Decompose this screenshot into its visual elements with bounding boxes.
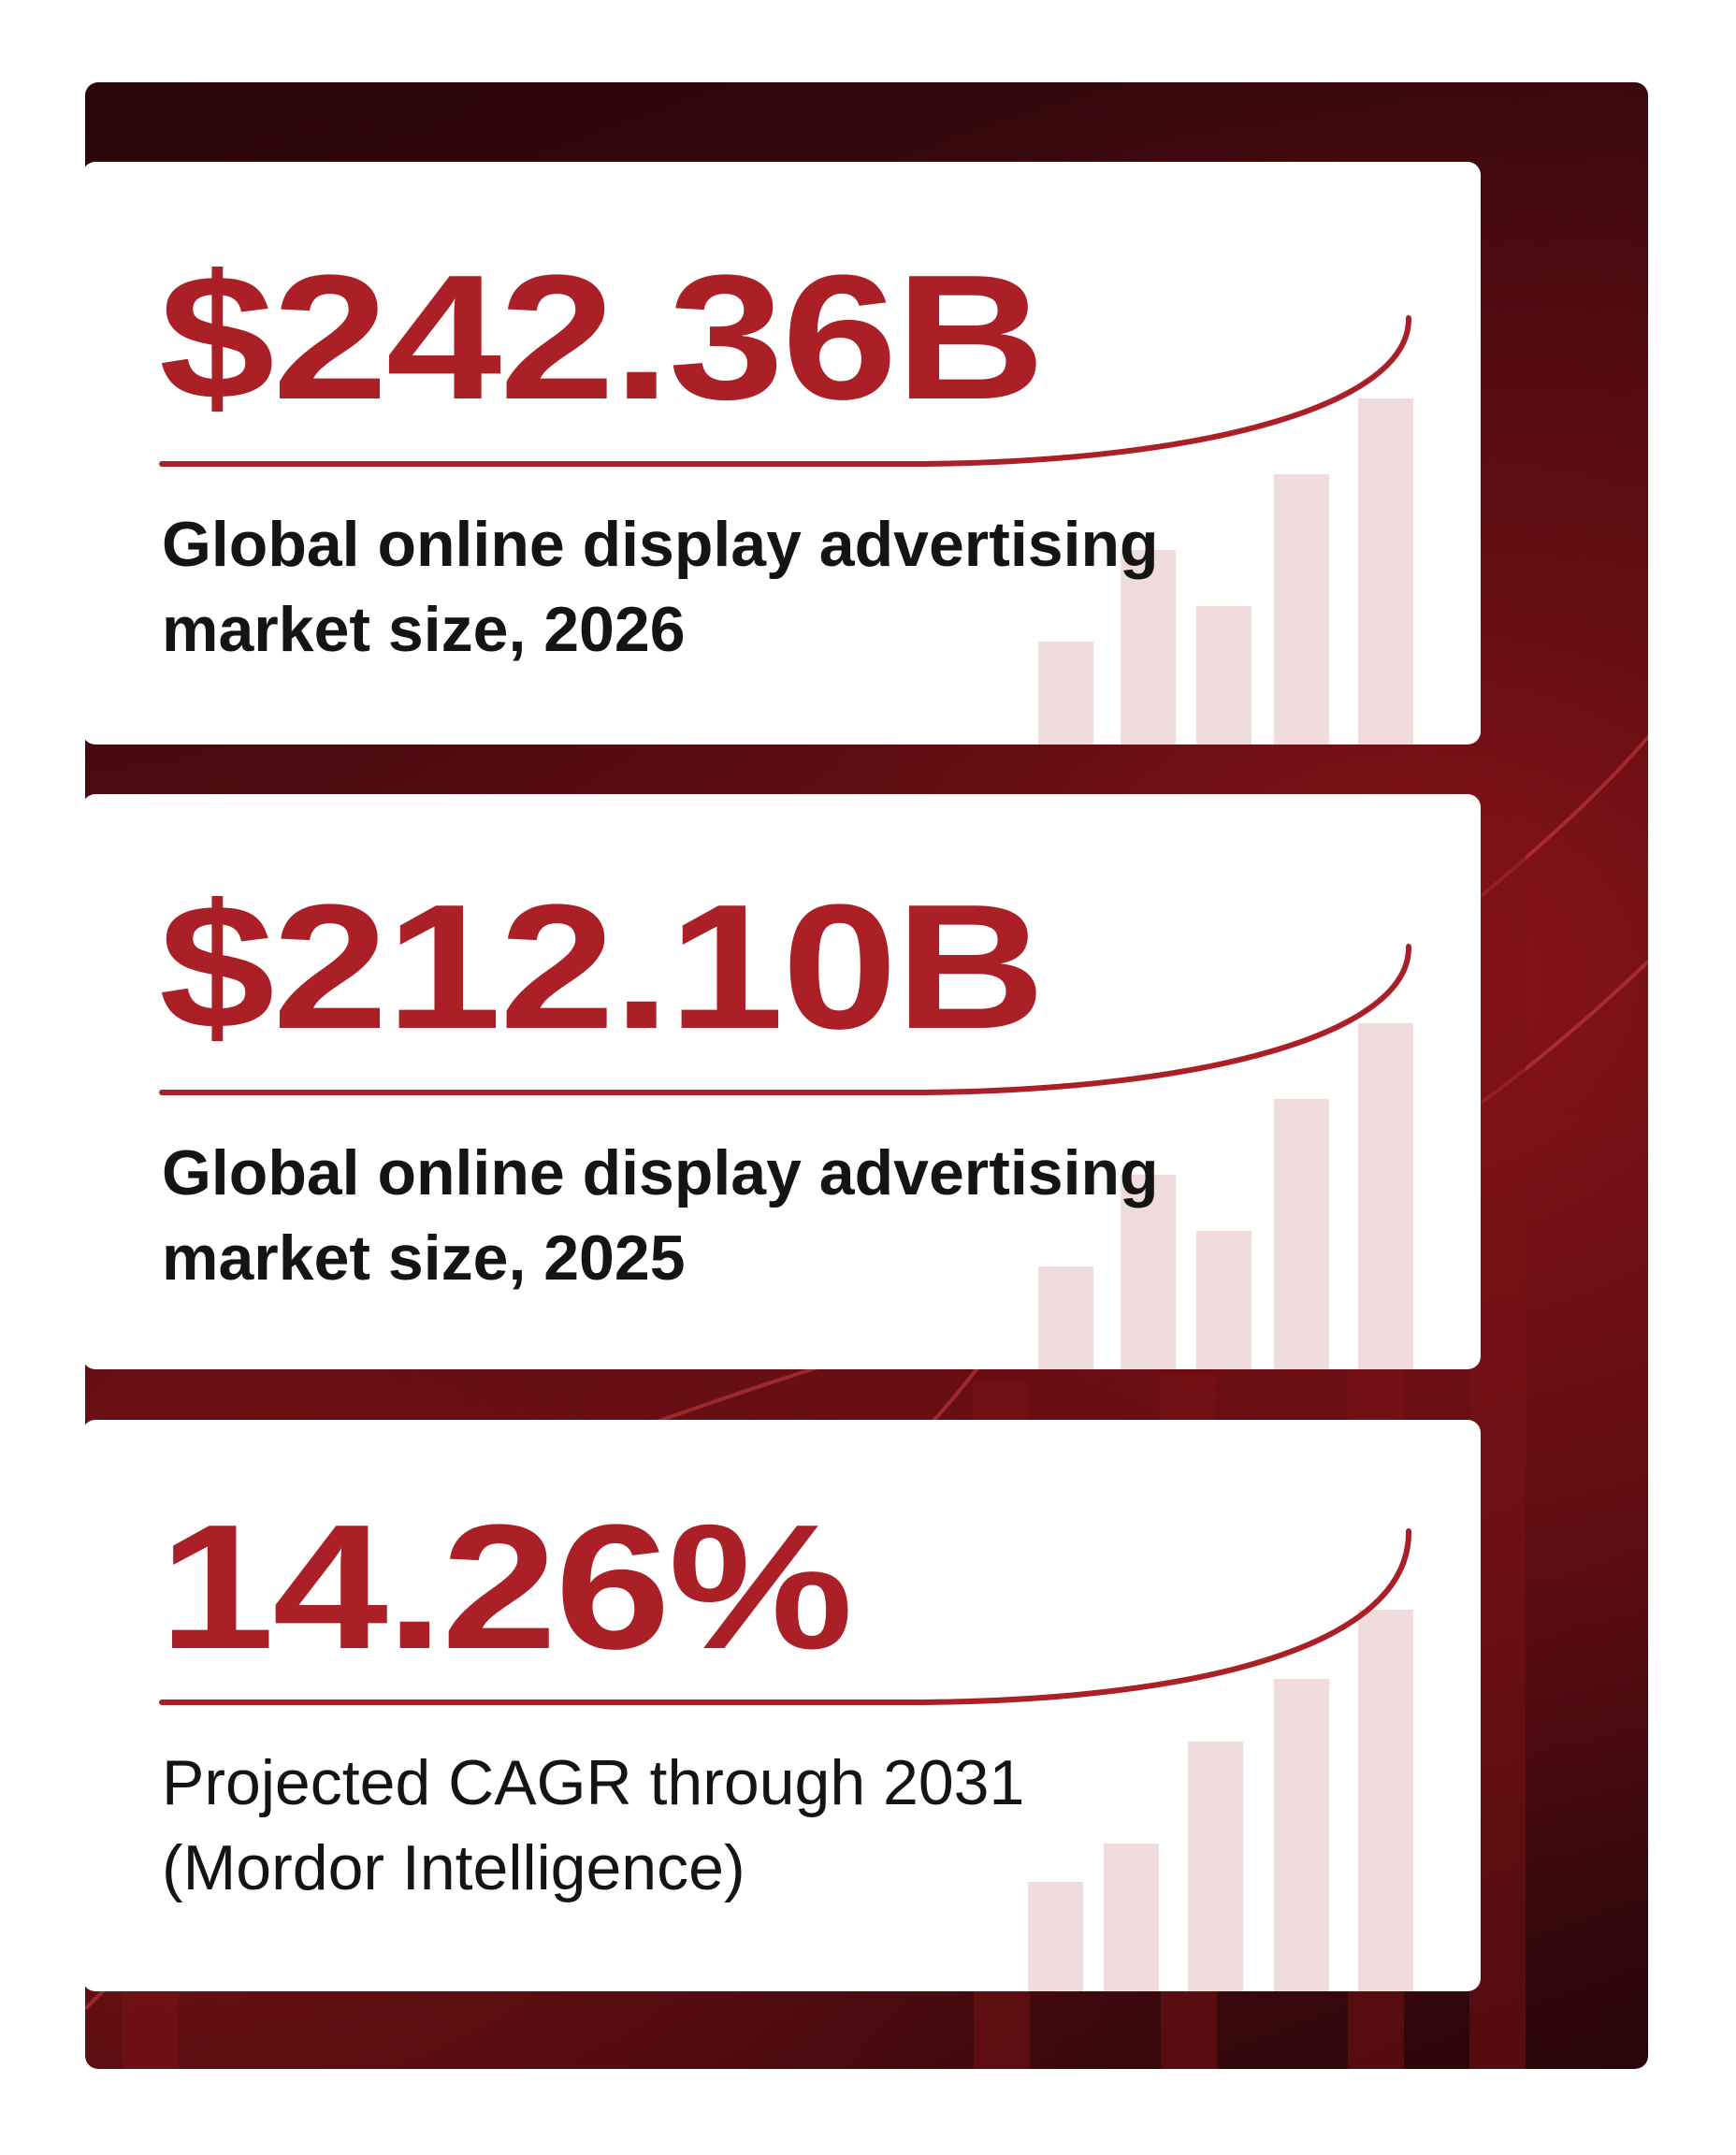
stat-value: $242.36B — [159, 239, 1046, 437]
card-decoration — [159, 315, 1413, 745]
stat-card: $212.10B Global online display advertisi… — [82, 794, 1481, 1369]
description-line: market size, 2026 — [162, 594, 686, 665]
description-line: market size, 2025 — [162, 1222, 686, 1294]
description-line: (Mordor Intelligence) — [162, 1832, 745, 1903]
description-line: Global online display advertising — [162, 509, 1159, 580]
description-line: Projected CAGR through 2031 — [162, 1747, 1025, 1818]
card-decoration — [159, 1528, 1413, 1991]
stat-description: Global online display advertising market… — [162, 1131, 1159, 1301]
stat-card: 14.26% Projected CAGR through 2031 (Mord… — [82, 1420, 1481, 1991]
stat-value: $212.10B — [159, 868, 1046, 1066]
stat-card: $242.36B Global online display advertisi… — [82, 162, 1481, 745]
stat-description: Projected CAGR through 2031 (Mordor Inte… — [162, 1741, 1024, 1911]
stat-value: 14.26% — [159, 1488, 853, 1686]
description-line: Global online display advertising — [162, 1137, 1159, 1208]
card-decoration — [159, 944, 1413, 1369]
stat-description: Global online display advertising market… — [162, 502, 1159, 673]
